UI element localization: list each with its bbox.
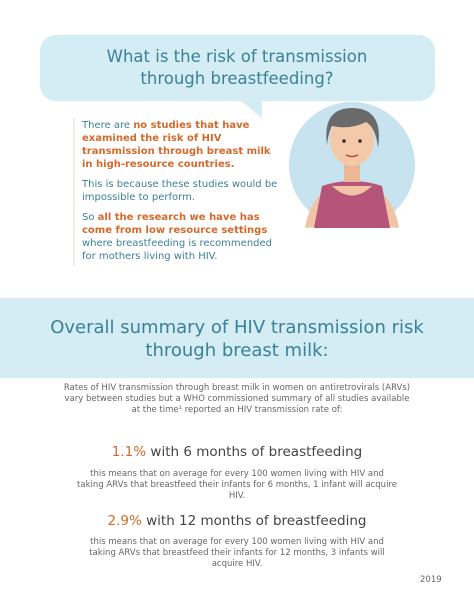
highlight: all the research we have has come from l… <box>82 212 268 236</box>
lead: So <box>82 212 95 223</box>
rate-note: this means that on average for every 100… <box>77 469 397 501</box>
summary-band <box>0 298 474 378</box>
paragraph: This is because these studies would be i… <box>82 179 278 203</box>
rate-heading: 2.9% with 12 months of breastfeeding <box>0 513 474 529</box>
rate-note: this means that on average for every 100… <box>89 537 385 569</box>
paragraph: There are no studies that have examined … <box>82 119 282 171</box>
rate-label: with 6 months of breastfeeding <box>150 444 363 460</box>
rate-label: with 12 months of breastfeeding <box>146 513 367 529</box>
speech-bubble <box>40 35 435 101</box>
footer-year: 2019 <box>420 575 442 585</box>
tail: where breastfeeding is recommended for m… <box>82 238 273 262</box>
bubble-title: What is the risk of transmission through… <box>106 47 368 88</box>
rate: 1.1% <box>111 444 147 460</box>
intro: There are no studies that have examined … <box>82 119 282 263</box>
lead: There are <box>82 120 130 131</box>
paragraph: So all the research we have has come fro… <box>82 211 282 263</box>
bubble-tail <box>240 100 262 118</box>
rate: 2.9% <box>107 513 142 529</box>
summary-text: Rates of HIV transmission through breast… <box>63 383 411 415</box>
woman-illustration <box>289 102 415 228</box>
highlight: no studies that have examined the risk o… <box>82 120 271 170</box>
rate-heading: 1.1% with 6 months of breastfeeding <box>0 444 474 460</box>
summary-title: Overall summary of HIV transmission risk… <box>50 317 424 361</box>
